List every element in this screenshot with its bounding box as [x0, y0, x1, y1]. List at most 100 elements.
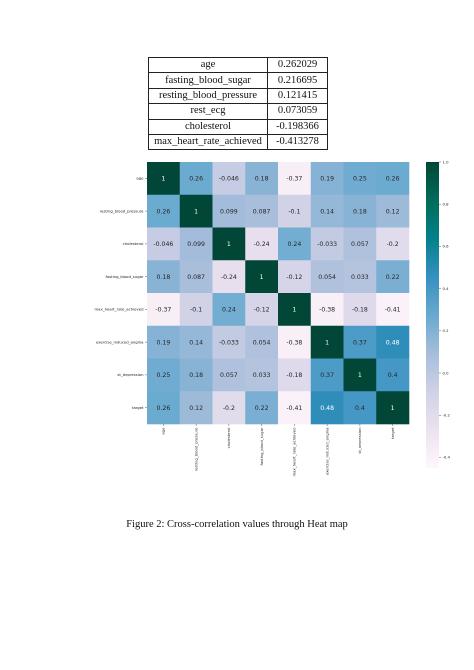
feature-name-cell: fasting_blood_sugar	[148, 72, 268, 89]
x-tick-label: resting_blood_pressure	[193, 427, 198, 472]
heatmap-cell	[310, 260, 344, 294]
cell-value-label: 0.18	[156, 274, 170, 281]
correlation-value-cell: 0.262029	[267, 56, 328, 74]
cell-value-label: 0.26	[156, 208, 170, 215]
y-tick-label: resting_blood_pressure	[100, 208, 145, 213]
table-row: fasting_blood_sugar 0.216695	[148, 72, 328, 89]
heatmap-cell	[212, 293, 246, 327]
heatmap-cell	[343, 227, 377, 261]
colorbar	[426, 162, 439, 468]
cell-value-label: -0.033	[219, 339, 239, 346]
table-row: cholesterol -0.198366	[148, 118, 328, 135]
cell-value-label: 0.087	[253, 208, 271, 215]
cell-value-label: 1	[391, 405, 395, 412]
heatmap-cell	[245, 391, 279, 425]
cell-value-label: 0.18	[255, 176, 269, 183]
heatmap-cell	[147, 293, 181, 327]
cell-value-label: 0.12	[189, 405, 203, 412]
cell-value-label: 0.26	[189, 176, 203, 183]
heatmap-cell	[147, 194, 181, 228]
table-row: rest_ecg 0.073059	[148, 103, 328, 120]
cell-value-label: 0.25	[353, 176, 367, 183]
heatmap-cell	[310, 162, 344, 196]
cell-value-label: 1	[260, 274, 264, 281]
heatmap-cell	[179, 227, 213, 261]
heatmap-cell	[376, 325, 410, 359]
heatmap-cell	[278, 260, 312, 294]
heatmap-cell	[212, 162, 246, 196]
cell-value-label: 0.48	[320, 405, 334, 412]
x-tick-label: exercise_induced_angina	[324, 428, 329, 476]
cell-value-label: 0.099	[187, 241, 205, 248]
heatmap-cell	[245, 260, 279, 294]
cell-value-label: -0.046	[219, 176, 239, 183]
cell-value-label: 0.14	[189, 339, 203, 346]
heatmap-cell	[245, 325, 279, 359]
cell-value-label: 0.37	[353, 339, 367, 346]
x-tick-label: max_heart_rate_achieved	[292, 427, 297, 477]
heatmap-cell	[179, 358, 213, 392]
y-tick-label: target	[132, 405, 144, 410]
cell-value-label: 0.26	[156, 405, 170, 412]
y-tick-label: exercise_induced_angina	[96, 339, 144, 344]
x-tick-label: st_depression	[357, 427, 362, 454]
cell-value-label: -0.41	[286, 405, 302, 412]
colorbar-tick-label: 0.0	[443, 370, 450, 375]
cell-value-label: 1	[161, 176, 165, 183]
heatmap-cell	[278, 391, 312, 425]
heatmap-cell	[179, 391, 213, 425]
heatmap-cell	[212, 358, 246, 392]
table-row: age 0.262029	[148, 56, 328, 74]
cell-value-label: 0.054	[253, 339, 271, 346]
cell-value-label: -0.18	[352, 307, 368, 314]
heatmap-cell	[245, 194, 279, 228]
y-tick-label: fasting_blood_sugar	[105, 274, 143, 279]
cell-value-label: 0.087	[187, 274, 205, 281]
heatmap-cell	[278, 162, 312, 196]
cell-value-label: 0.19	[156, 339, 170, 346]
y-tick-label: max_heart_rate_achieved	[94, 307, 144, 312]
heatmap-cell	[310, 325, 344, 359]
cell-value-label: -0.18	[286, 372, 302, 379]
heatmap-cell	[245, 227, 279, 261]
cell-value-label: -0.38	[319, 307, 335, 314]
cell-value-label: 0.033	[253, 372, 271, 379]
heatmap-cell	[179, 260, 213, 294]
cell-value-label: -0.12	[286, 274, 302, 281]
heatmap-cell	[376, 260, 410, 294]
cell-value-label: 0.37	[320, 372, 334, 379]
cell-value-label: 0.22	[255, 405, 269, 412]
cell-value-label: 0.14	[320, 208, 334, 215]
colorbar-tick-label: 0.8	[443, 202, 450, 207]
cell-value-label: 0.25	[156, 372, 170, 379]
cell-value-label: 1	[325, 339, 329, 346]
heatmap-cell	[343, 194, 377, 228]
colorbar-tick-label: 0.4	[443, 286, 450, 291]
x-tick-label: fasting_blood_sugar	[259, 427, 264, 465]
cell-value-label: -0.046	[153, 241, 173, 248]
cell-value-label: -0.37	[286, 176, 302, 183]
colorbar-tick-label: -0.4	[443, 455, 451, 460]
heatmap-cell	[310, 227, 344, 261]
heatmap-cell	[147, 391, 181, 425]
x-tick-label: age	[161, 427, 166, 435]
heatmap-cell	[310, 358, 344, 392]
heatmap-cell	[310, 293, 344, 327]
cell-value-label: -0.41	[385, 307, 401, 314]
y-tick-label: st_depression	[117, 372, 144, 377]
x-tick-label: cholesterol	[226, 428, 231, 449]
heatmap-cell	[310, 391, 344, 425]
feature-name-cell: max_heart_rate_achieved	[148, 133, 268, 151]
cell-value-label: 0.24	[222, 307, 236, 314]
y-tick-label: cholesterol	[123, 241, 144, 246]
cell-value-label: -0.1	[288, 208, 300, 215]
correlation-heatmap: 1 0.26 -0.046 0.18 -0.37 0.19 0.25 0.26 0.26 1 0.0…	[94, 159, 451, 477]
heatmap-cell	[343, 325, 377, 359]
cell-value-label: 0.12	[386, 208, 400, 215]
correlation-value-cell: 0.216695	[267, 72, 328, 89]
cell-value-label: 1	[194, 208, 198, 215]
heatmap-cell	[245, 162, 279, 196]
cell-value-label: 1	[358, 372, 362, 379]
heatmap-cell	[212, 325, 246, 359]
colorbar-tick-label: 0.6	[443, 244, 450, 249]
